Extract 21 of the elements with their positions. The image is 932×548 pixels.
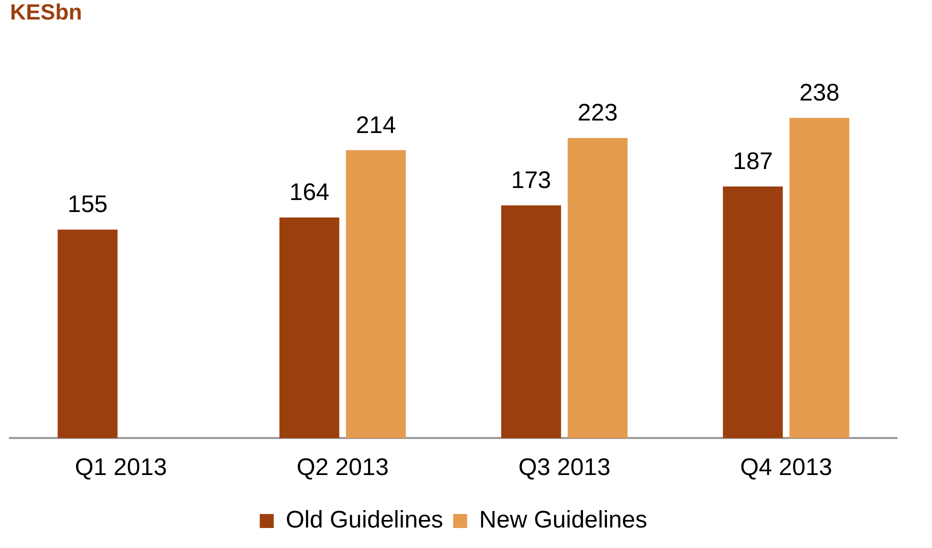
- bar: [279, 217, 340, 438]
- bar: [722, 186, 783, 438]
- bar: [501, 205, 562, 438]
- chart-title: KESbn: [10, 0, 82, 24]
- x-tick-label: Q2 2013: [296, 454, 389, 482]
- data-label: 238: [799, 79, 840, 106]
- bar: [568, 138, 628, 438]
- x-tick-label: Q3 2013: [518, 454, 610, 482]
- data-label: 173: [511, 166, 552, 194]
- data-label: 223: [578, 100, 618, 127]
- legend-label: Old Guidelines: [286, 506, 444, 534]
- bar: [58, 230, 118, 438]
- x-tick-label: Q4 2013: [740, 454, 832, 482]
- data-label: 164: [289, 179, 330, 206]
- bar: [789, 118, 850, 438]
- data-label: 155: [68, 191, 108, 218]
- bar: [346, 150, 406, 438]
- data-label: 214: [356, 112, 396, 139]
- x-tick-label: Q1 2013: [74, 454, 167, 482]
- legend-label: New Guidelines: [479, 506, 648, 534]
- data-label: 187: [732, 148, 773, 176]
